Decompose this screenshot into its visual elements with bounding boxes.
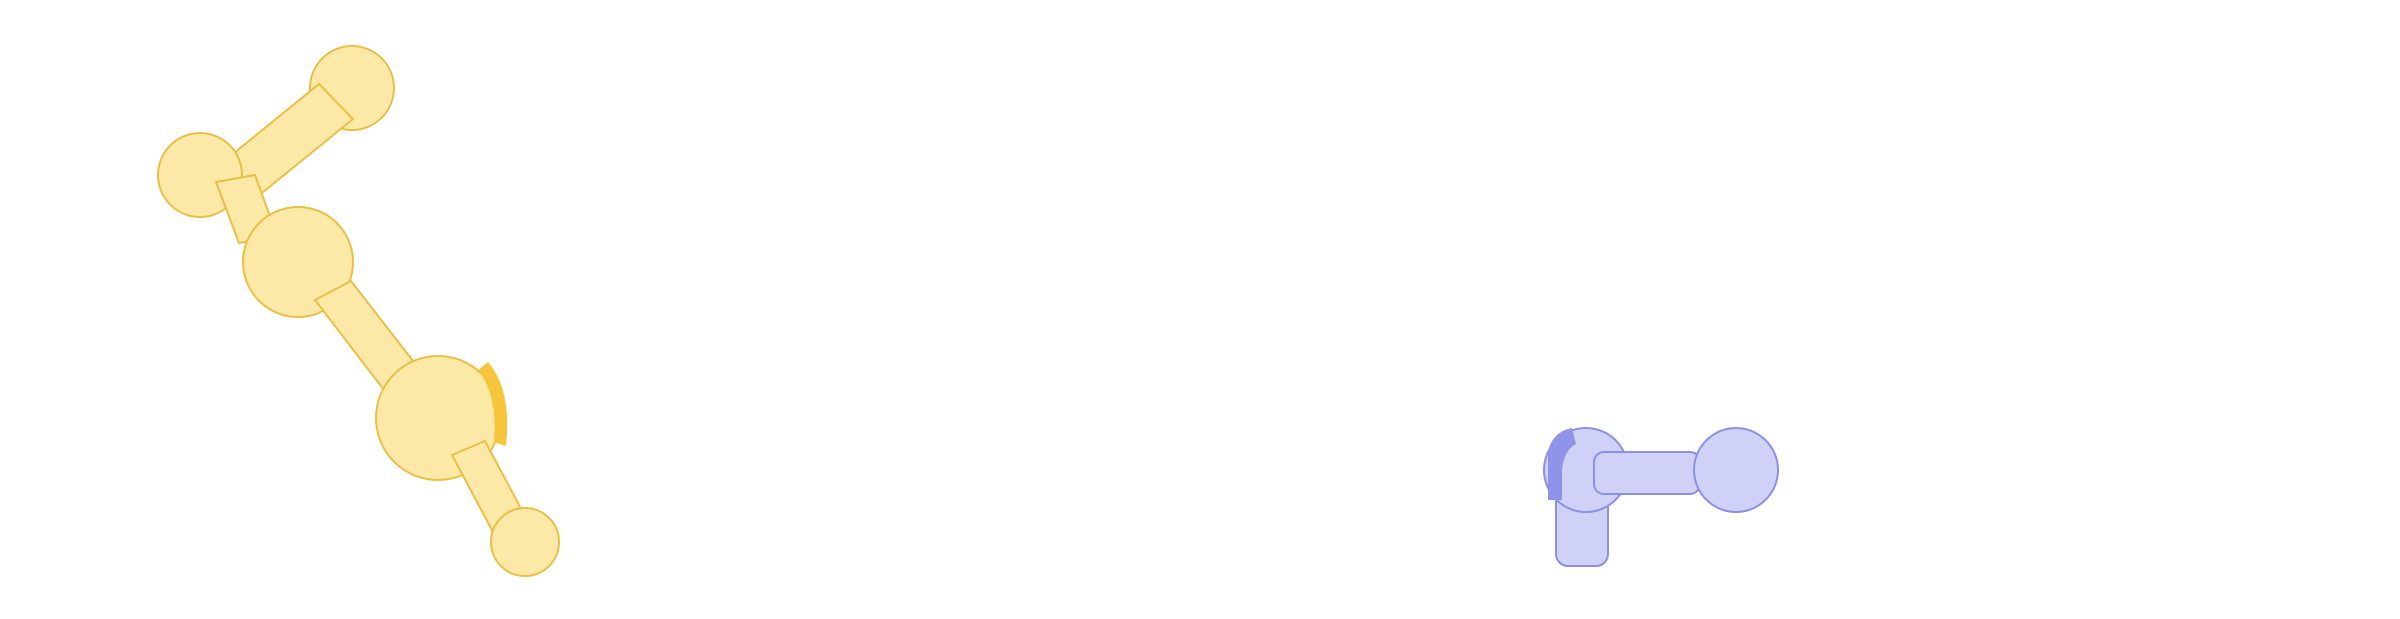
yellow-domain-highlight (158, 46, 559, 576)
blue-right-loop (1694, 428, 1778, 512)
blue-helix-box (1594, 452, 1700, 494)
blue-domain-highlight (1544, 428, 1778, 566)
yellow-bottom-loop (491, 508, 559, 576)
